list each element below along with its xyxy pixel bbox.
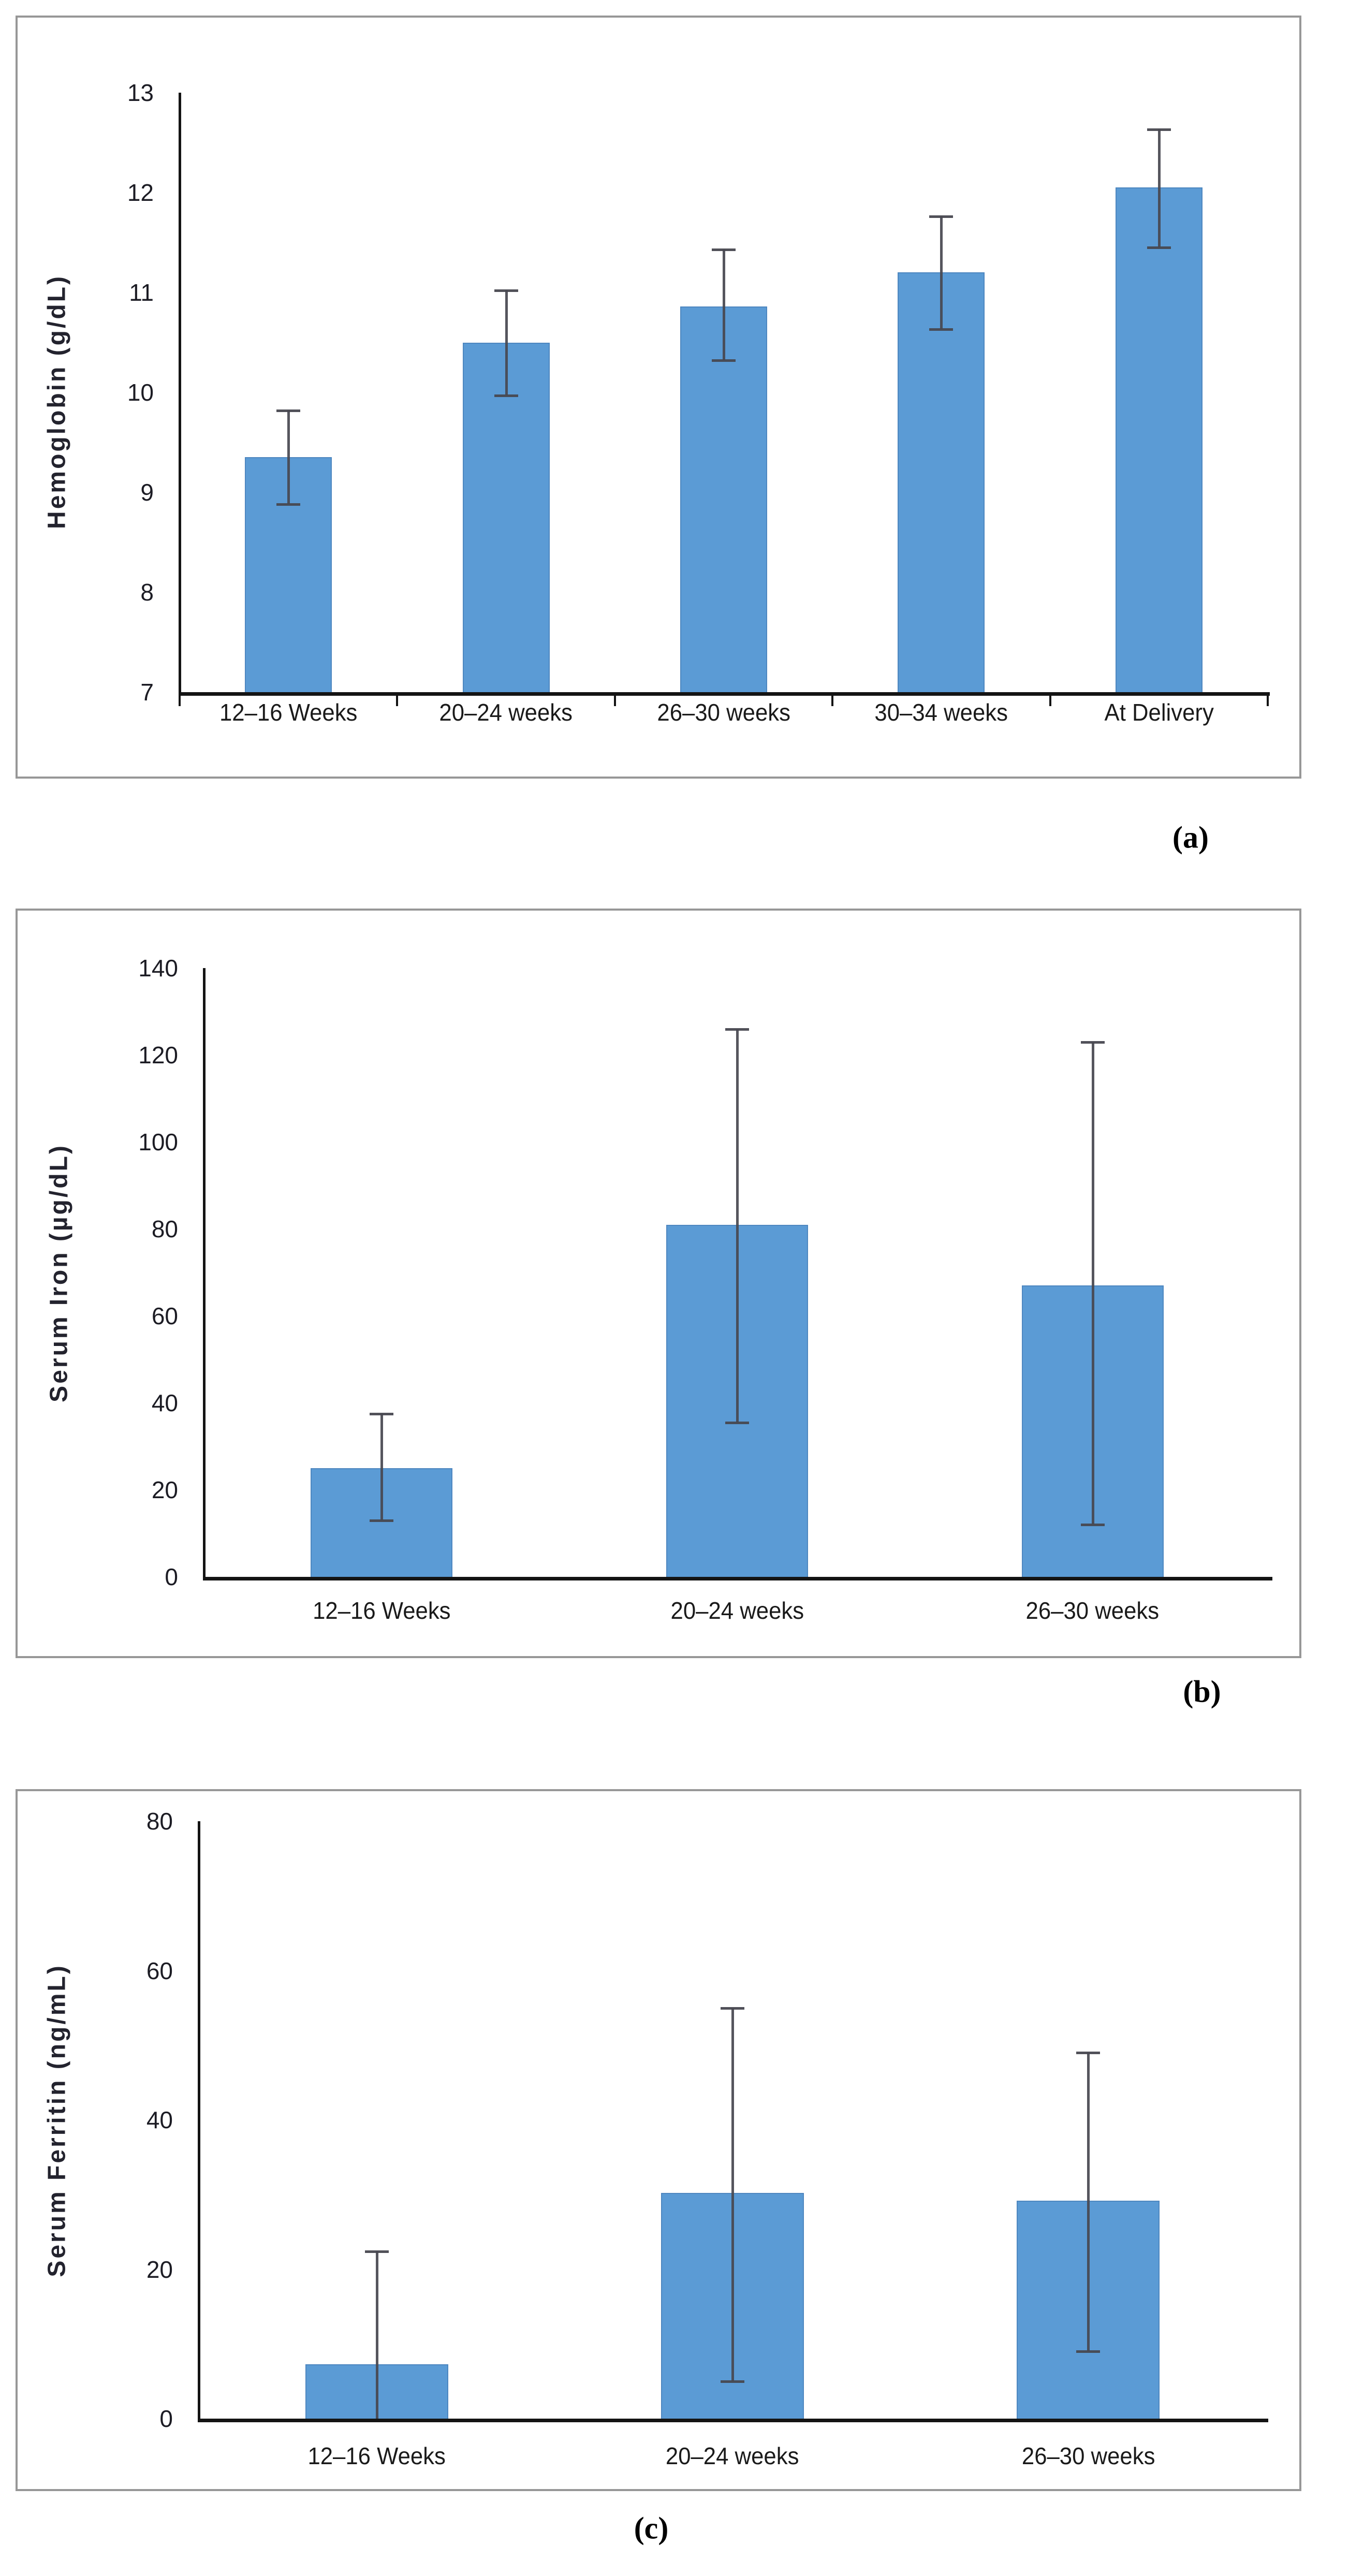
x-category-label: 26–30 weeks bbox=[1025, 1597, 1160, 1624]
bar bbox=[1115, 187, 1203, 692]
plot-area-serum-ferritin: 0 20 40 60 80 12–16 Weeks 20–24 weeks 26–30 wee… bbox=[18, 1791, 1299, 2489]
error-bar-cap-bottom bbox=[276, 503, 301, 506]
y-tick-label: 120 bbox=[138, 1042, 178, 1069]
error-bar-cap-bottom bbox=[1076, 2350, 1101, 2353]
error-bar-cap-bottom bbox=[370, 1519, 394, 1522]
error-bar-cap-bottom bbox=[725, 1421, 749, 1424]
x-category-label: 20–24 weeks bbox=[670, 1597, 804, 1624]
error-bar-cap-bottom bbox=[1147, 246, 1171, 250]
x-category-label: At Delivery bbox=[1104, 699, 1214, 726]
y-tick-label: 20 bbox=[151, 1476, 178, 1503]
panel-label-c: (c) bbox=[634, 2511, 669, 2545]
y-tick-label: 100 bbox=[138, 1129, 178, 1155]
error-bar-cap-top bbox=[929, 215, 954, 218]
y-tick-label: 0 bbox=[159, 2405, 173, 2432]
bar bbox=[462, 342, 550, 692]
y-tick-label: 140 bbox=[138, 955, 178, 982]
error-bar-cap-top bbox=[721, 2007, 744, 2010]
error-bar-cap-bottom bbox=[929, 328, 954, 331]
x-category-label: 30–34 weeks bbox=[874, 699, 1008, 726]
x-tick-mark bbox=[179, 696, 181, 706]
error-bar-line bbox=[1087, 2053, 1090, 2352]
error-bar-cap-bottom bbox=[712, 359, 736, 362]
error-bar-cap-top bbox=[370, 1413, 394, 1415]
panel-a-hemoglobin-chart: Hemoglobin (g/dL) 7 8 9 10 11 12 13 12–16 Weeks… bbox=[16, 16, 1301, 779]
error-bar-line bbox=[1091, 1042, 1094, 1525]
x-category-label: 12–16 Weeks bbox=[219, 699, 358, 726]
x-axis-line bbox=[203, 1577, 1272, 1580]
y-tick-label: 40 bbox=[151, 1389, 178, 1416]
error-bar-cap-top bbox=[712, 248, 736, 251]
error-bar-cap-top bbox=[1076, 2052, 1101, 2055]
x-tick-mark bbox=[1049, 696, 1051, 706]
error-bar-line bbox=[287, 410, 290, 505]
error-bar-cap-bottom bbox=[494, 394, 518, 397]
plot-area-hemoglobin: 7 8 9 10 11 12 13 12–16 Weeks 20–24 weeks 26–30 w… bbox=[18, 18, 1299, 777]
y-axis-line bbox=[203, 968, 206, 1579]
error-bar-cap-bottom bbox=[1080, 1524, 1105, 1527]
error-bar-cap-top bbox=[494, 289, 518, 292]
y-tick-label: 12 bbox=[127, 179, 154, 206]
error-bar-line bbox=[736, 1029, 739, 1423]
x-category-label: 26–30 weeks bbox=[657, 699, 790, 726]
y-axis-line bbox=[198, 1821, 200, 2421]
y-tick-label: 80 bbox=[146, 1808, 173, 1835]
error-bar-cap-top bbox=[1147, 128, 1171, 131]
error-bar-cap-bottom bbox=[721, 2380, 744, 2383]
x-tick-mark bbox=[831, 696, 834, 706]
y-axis-line bbox=[179, 93, 181, 694]
x-tick-mark bbox=[613, 696, 616, 706]
error-bar-line bbox=[940, 216, 943, 330]
x-category-label: 26–30 weeks bbox=[1021, 2442, 1155, 2469]
x-tick-mark bbox=[1267, 696, 1269, 706]
error-bar-line bbox=[731, 2008, 734, 2381]
x-axis-line bbox=[198, 2419, 1268, 2422]
error-bar-cap-top bbox=[364, 2250, 389, 2253]
y-tick-label: 0 bbox=[165, 1563, 178, 1590]
plot-area-serum-iron: 0 20 40 60 80 100 120 140 12–16 Weeks 20–24 weeks… bbox=[18, 911, 1299, 1656]
panel-b-serum-iron-chart: Serum Iron (µg/dL) 0 20 40 60 80 100 120 140 12–… bbox=[16, 909, 1301, 1658]
error-bar-line bbox=[375, 2251, 378, 2419]
y-tick-label: 60 bbox=[146, 1957, 173, 1984]
x-category-label: 12–16 Weeks bbox=[307, 2442, 446, 2469]
y-tick-label: 13 bbox=[127, 79, 154, 106]
y-tick-label: 20 bbox=[146, 2256, 173, 2283]
panel-c-serum-ferritin-chart: Serum Ferritin (ng/mL) 0 20 40 60 80 12–16 We… bbox=[16, 1789, 1301, 2491]
panel-label-a: (a) bbox=[1172, 820, 1209, 855]
y-tick-label: 80 bbox=[151, 1216, 178, 1242]
y-tick-label: 40 bbox=[146, 2106, 173, 2133]
x-axis-line bbox=[179, 692, 1270, 696]
error-bar-cap-top bbox=[276, 409, 301, 412]
error-bar-cap-top bbox=[725, 1028, 749, 1031]
x-category-label: 20–24 weeks bbox=[666, 2442, 799, 2469]
y-tick-label: 9 bbox=[140, 479, 154, 506]
x-tick-mark bbox=[396, 696, 399, 706]
x-category-label: 12–16 Weeks bbox=[313, 1597, 451, 1624]
y-tick-label: 60 bbox=[151, 1302, 178, 1329]
y-tick-label: 11 bbox=[129, 279, 154, 306]
error-bar-cap-top bbox=[1080, 1041, 1105, 1044]
y-tick-label: 10 bbox=[127, 379, 154, 406]
bar bbox=[680, 306, 767, 692]
x-category-label: 20–24 weeks bbox=[439, 699, 573, 726]
error-bar-line bbox=[380, 1414, 384, 1520]
error-bar-line bbox=[1157, 129, 1161, 248]
bar bbox=[898, 272, 985, 692]
y-tick-label: 8 bbox=[140, 579, 154, 606]
error-bar-line bbox=[723, 250, 725, 361]
panel-label-b: (b) bbox=[1183, 1674, 1221, 1709]
error-bar-line bbox=[505, 290, 508, 396]
y-tick-label: 7 bbox=[140, 679, 154, 706]
